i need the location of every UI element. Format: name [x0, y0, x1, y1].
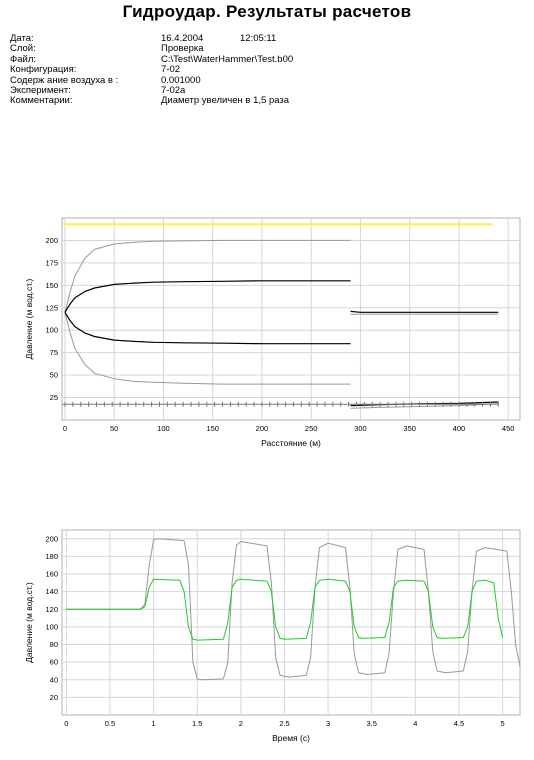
y-axis-title: Давление (м вод.ст.): [24, 582, 34, 663]
meta-value: 7-02a: [161, 84, 186, 96]
report-title: Гидроудар. Результаты расчетов: [122, 2, 412, 21]
x-tick-label: 1.5: [192, 719, 202, 728]
meta-value: Диаметр увеличен в 1,5 раза: [161, 95, 290, 107]
y-tick-label: 175: [45, 258, 58, 267]
x-axis-title: Время (с): [272, 733, 310, 743]
plot-area: [61, 529, 521, 716]
x-tick-label: 0: [64, 719, 68, 728]
series-line: [64, 312, 351, 385]
meta-value: C:\Test\WaterHammer\Test.b00: [161, 53, 294, 65]
y-tick-label: 100: [45, 622, 58, 631]
x-axis-title: Расстояние (м): [261, 438, 321, 448]
y-axis-title: Давление (м вод.ст.): [24, 278, 34, 359]
meta-label: Комментарии:: [10, 95, 73, 107]
x-tick-label: 350: [403, 424, 416, 433]
x-tick-label: 5: [500, 719, 504, 728]
x-tick-label: 1: [152, 719, 156, 728]
y-tick-label: 140: [45, 587, 58, 596]
meta-value: 7-02: [161, 64, 181, 76]
x-tick-label: 150: [206, 424, 219, 433]
y-tick-label: 60: [50, 658, 58, 667]
series-line: [66, 538, 521, 681]
series-line: [64, 280, 351, 313]
x-tick-label: 400: [453, 424, 466, 433]
x-tick-label: 4: [413, 719, 417, 728]
x-tick-label: 200: [256, 424, 269, 433]
x-tick-label: 450: [502, 424, 515, 433]
plot-area: [61, 217, 521, 421]
series-line: [66, 578, 504, 641]
x-tick-label: 3.5: [366, 719, 376, 728]
x-tick-label: 3: [326, 719, 330, 728]
pressure-distance-chart: 0 50 100 150 200 250 300 350 400 450 25 50 75 100 125 1…: [24, 217, 521, 448]
y-tick-label: 20: [50, 693, 58, 702]
y-tick-label: 125: [45, 303, 58, 312]
series-line: [64, 239, 351, 313]
x-tick-label: 250: [305, 424, 318, 433]
x-tick-label: 0.5: [105, 719, 115, 728]
meta-value: 16.4.2004: [161, 33, 204, 44]
x-tick-label: 50: [110, 424, 118, 433]
meta-label: Файл:: [10, 53, 36, 65]
x-tick-label: 4.5: [454, 719, 464, 728]
y-tick-label: 25: [50, 393, 58, 402]
y-tick-label: 50: [50, 371, 58, 380]
x-tick-label: 0: [63, 424, 67, 433]
y-tick-label: 75: [50, 348, 58, 357]
y-tick-label: 150: [45, 281, 58, 290]
x-tick-label: 2: [239, 719, 243, 728]
y-tick-label: 200: [45, 236, 58, 245]
y-tick-label: 180: [45, 552, 58, 561]
y-tick-label: 200: [45, 534, 58, 543]
series-line: [64, 311, 351, 345]
meta-label: Конфигурация:: [10, 64, 77, 76]
y-tick-label: 120: [45, 605, 58, 614]
meta-label: Эксперимент:: [10, 84, 71, 96]
series-line: [350, 310, 499, 313]
meta-label: Содерж ание воздуха в :: [10, 74, 119, 86]
x-tick-label: 2.5: [279, 719, 289, 728]
meta-value: 0.001000: [161, 74, 201, 86]
meta-label: Дата:: [10, 33, 34, 44]
meta-label: Слой:: [10, 43, 36, 55]
x-tick-label: 100: [157, 424, 170, 433]
y-tick-label: 160: [45, 570, 58, 579]
y-tick-label: 40: [50, 675, 58, 684]
meta-value: Проверка: [161, 43, 204, 55]
x-tick-label: 300: [354, 424, 367, 433]
pressure-time-chart: 0 0.5 1 1.5 2 2.5 3 3.5 4 4.5 5 20 40 60 80 100 120 140 16…: [24, 529, 521, 743]
y-tick-label: 100: [45, 326, 58, 335]
y-tick-label: 80: [50, 640, 58, 649]
meta-time: 12:05:11: [240, 33, 277, 44]
